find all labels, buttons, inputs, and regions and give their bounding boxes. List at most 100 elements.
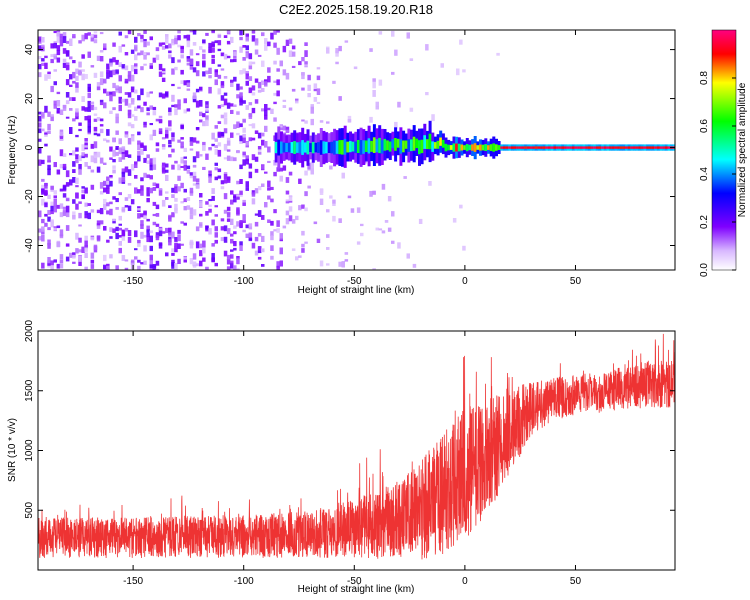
heatmap-cell xyxy=(56,32,61,37)
heatmap-cell xyxy=(44,189,48,195)
heatmap-cell xyxy=(418,140,421,155)
heatmap-cell xyxy=(248,223,253,227)
heatmap-cell xyxy=(248,137,253,142)
heatmap-cell xyxy=(267,219,271,223)
heatmap-cell xyxy=(99,157,104,164)
heatmap-cell xyxy=(267,160,271,163)
heatmap-cell xyxy=(346,141,350,153)
heatmap-cell xyxy=(214,226,218,232)
heatmap-cell xyxy=(177,99,181,106)
heatmap-cell xyxy=(257,148,262,154)
heatmap-cell xyxy=(261,32,265,37)
heatmap-cell xyxy=(364,140,368,152)
heatmap-cell xyxy=(137,150,141,157)
heatmap-cell xyxy=(307,185,311,189)
heatmap-cell xyxy=(168,43,172,49)
heatmap-cell xyxy=(130,89,135,93)
heatmap-cell xyxy=(391,240,395,244)
heatmap-cell xyxy=(372,137,376,153)
heatmap-cell xyxy=(248,53,253,60)
heatmap-cell xyxy=(106,91,110,95)
heatmap-cell xyxy=(96,209,101,214)
heatmap-cell xyxy=(53,53,57,60)
heatmap-cell xyxy=(53,100,57,106)
heatmap-cell xyxy=(121,153,126,160)
heatmap-cell xyxy=(326,234,330,238)
heatmap-cell xyxy=(96,55,101,61)
heatmap-cell xyxy=(146,112,150,116)
heatmap-cell xyxy=(316,88,321,95)
heatmap-cell xyxy=(230,156,234,162)
heatmap-cell xyxy=(155,204,160,210)
heatmap-cell xyxy=(338,140,342,155)
heatmap-cell xyxy=(577,146,581,149)
heatmap-cell xyxy=(69,252,73,258)
heatmap-cell xyxy=(214,145,218,148)
heatmap-cell xyxy=(460,144,464,151)
heatmap-cell xyxy=(50,54,54,58)
heatmap-cell xyxy=(118,215,122,221)
heatmap-cell xyxy=(267,67,271,73)
heatmap-cell xyxy=(223,193,228,200)
heatmap-cell xyxy=(381,183,386,190)
heatmap-cell xyxy=(146,229,150,236)
heatmap-cell xyxy=(341,261,345,268)
heatmap-cell xyxy=(174,263,178,270)
heatmap-cell xyxy=(174,242,178,249)
heatmap-cell xyxy=(202,53,206,60)
heatmap-cell xyxy=(279,233,283,240)
heatmap-cell xyxy=(180,182,184,189)
heatmap-cell xyxy=(75,116,79,120)
heatmap-cell xyxy=(223,112,228,118)
heatmap-cell xyxy=(254,130,259,134)
heatmap-cell xyxy=(447,144,451,151)
heatmap-cell xyxy=(223,225,228,232)
heatmap-cell xyxy=(186,170,191,174)
heatmap-cell xyxy=(78,155,82,162)
heatmap-cell xyxy=(264,44,268,51)
spectrogram-ticks: -150 -100 -50 0 50 -40 -20 0 20 40 xyxy=(24,30,675,287)
heatmap-cell xyxy=(171,43,175,46)
heatmap-cell xyxy=(261,248,265,253)
heatmap-cell xyxy=(248,65,253,70)
heatmap-cell xyxy=(211,219,215,226)
heatmap-cell xyxy=(81,34,85,42)
heatmap-cell xyxy=(270,220,274,226)
heatmap-cell xyxy=(62,193,67,198)
heatmap-cell xyxy=(41,198,45,206)
heatmap-cell xyxy=(47,227,51,231)
heatmap-cell xyxy=(75,185,79,188)
heatmap-cell xyxy=(177,229,181,234)
heatmap-cell xyxy=(242,214,246,221)
heatmap-cell xyxy=(183,222,187,226)
heatmap-cell xyxy=(279,125,283,128)
heatmap-cell xyxy=(180,166,184,168)
heatmap-cell xyxy=(189,141,194,146)
heatmap-cell xyxy=(410,139,413,152)
heatmap-cell xyxy=(72,161,76,167)
heatmap-cell xyxy=(516,146,520,149)
heatmap-cell xyxy=(601,146,605,149)
heatmap-cell xyxy=(106,184,110,189)
heatmap-cell xyxy=(267,75,271,83)
heatmap-cell xyxy=(397,242,401,249)
heatmap-cell xyxy=(313,221,318,225)
heatmap-cell xyxy=(226,30,231,33)
heatmap-cell xyxy=(230,254,234,259)
heatmap-cell xyxy=(134,256,138,260)
heatmap-cell xyxy=(115,85,119,90)
heatmap-cell xyxy=(72,177,76,183)
heatmap-cell xyxy=(251,242,256,249)
heatmap-cell xyxy=(106,179,110,185)
heatmap-cell xyxy=(72,252,76,258)
heatmap-cell xyxy=(189,241,194,249)
heatmap-cell xyxy=(81,96,85,102)
snr-y-label: SNR (10 * v/v) xyxy=(7,418,18,482)
heatmap-cell xyxy=(96,82,101,87)
heatmap-cell xyxy=(425,92,429,96)
spectrogram-x-label: Height of straight line (km) xyxy=(298,285,415,296)
heatmap-cell xyxy=(230,238,234,244)
heatmap-cell xyxy=(118,96,122,104)
heatmap-cell xyxy=(115,265,119,270)
heatmap-cell xyxy=(69,97,73,101)
